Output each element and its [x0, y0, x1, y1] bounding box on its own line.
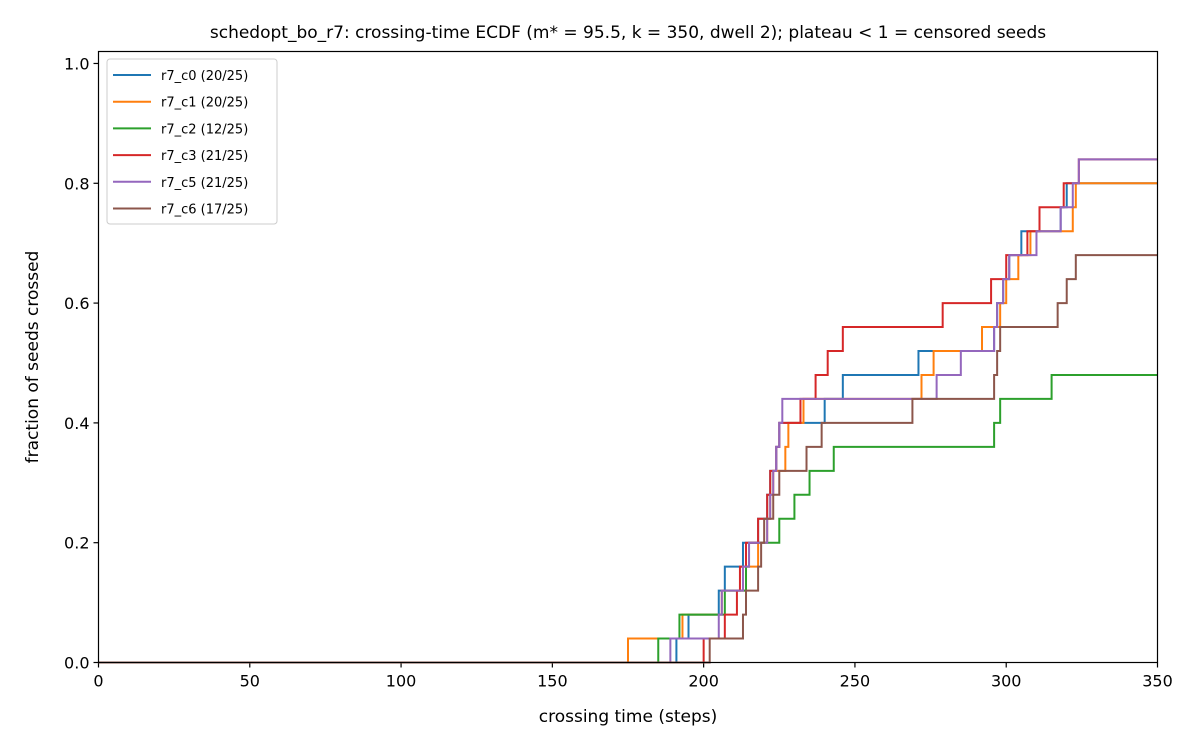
y-tick-label: 0.8 — [64, 174, 89, 193]
x-axis-label: crossing time (steps) — [539, 707, 717, 727]
series-line-2 — [98, 373, 1158, 664]
series-line-3 — [98, 158, 1158, 664]
x-tick-label: 250 — [840, 672, 871, 691]
y-axis-label: fraction of seeds crossed — [23, 251, 43, 464]
x-tick-label: 300 — [991, 672, 1022, 691]
legend-entry-2: r7_c2 (12/25) — [161, 122, 248, 137]
x-tick-label: 0 — [93, 672, 103, 691]
plot-frame — [97, 50, 1159, 664]
x-tick-label: 200 — [688, 672, 719, 691]
x-tick-label: 350 — [1142, 672, 1173, 691]
series-lines — [98, 158, 1158, 664]
axis-ticks: 0 50 100 150 200 250 300 350 0.0 0.2 0.4 0.6 0.8 1.0 — [64, 54, 1173, 690]
legend-entry-3: r7_c3 (21/25) — [161, 149, 248, 164]
x-tick-label: 50 — [240, 672, 260, 691]
x-tick-label: 100 — [386, 672, 417, 691]
series-line-4 — [98, 158, 1158, 664]
series-line-5 — [98, 254, 1158, 664]
legend: r7_c0 (20/25) r7_c1 (20/25) r7_c2 (12/25) r… — [106, 58, 278, 225]
legend-entry-0: r7_c0 (20/25) — [161, 69, 248, 84]
legend-entry-5: r7_c6 (17/25) — [161, 203, 248, 218]
y-tick-label: 0.4 — [64, 414, 89, 433]
y-tick-label: 0.6 — [64, 294, 89, 313]
y-tick-label: 1.0 — [64, 54, 89, 73]
chart-title: schedopt_bo_r7: crossing-time ECDF (m* =… — [210, 23, 1046, 43]
y-tick-label: 0.0 — [64, 654, 89, 673]
legend-entry-1: r7_c1 (20/25) — [161, 96, 248, 111]
legend-entry-4: r7_c5 (21/25) — [161, 176, 248, 191]
x-tick-label: 150 — [537, 672, 568, 691]
y-tick-label: 0.2 — [64, 534, 89, 553]
